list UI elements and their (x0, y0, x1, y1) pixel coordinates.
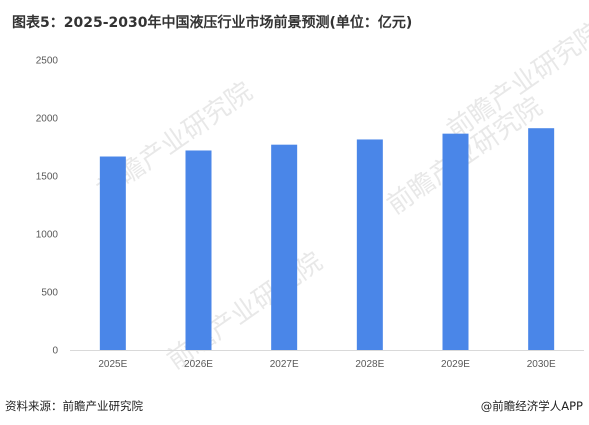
bar-2026E (185, 150, 212, 350)
y-tick-label: 1500 (36, 172, 59, 183)
bar-2028E (356, 139, 383, 350)
y-tick-label: 500 (41, 288, 58, 299)
x-tick-label: 2030E (527, 359, 556, 370)
x-tick-label: 2026E (184, 359, 213, 370)
y-tick-label: 2500 (36, 56, 59, 67)
x-tick-label: 2025E (98, 359, 127, 370)
x-tick-label: 2028E (355, 359, 384, 370)
y-tick-label: 1000 (36, 230, 59, 241)
source-note: 资料来源：前瞻产业研究院 (5, 399, 143, 413)
y-axis: 0 500 1000 1500 2000 2500 (36, 56, 59, 357)
y-tick-label: 0 (52, 346, 58, 357)
bar-2029E (442, 133, 469, 350)
chart-title: 图表5：2025-2030年中国液压行业市场前景预测(单位：亿元) (12, 15, 413, 31)
y-tick-label: 2000 (36, 114, 59, 125)
x-tick-label: 2029E (441, 359, 470, 370)
bar-2025E (99, 156, 126, 350)
watermark-layer: 前瞻产业研究院前瞻产业研究院前瞻产业研究院前瞻产业研究院 (92, 17, 589, 376)
x-axis: 2025E 2026E 2027E 2028E 2029E 2030E (70, 350, 584, 370)
credit-note: @前瞻经济学人APP (480, 399, 583, 413)
bar-2030E (528, 128, 555, 350)
x-tick-label: 2027E (270, 359, 299, 370)
bar-2027E (271, 144, 298, 350)
bars (99, 128, 555, 350)
